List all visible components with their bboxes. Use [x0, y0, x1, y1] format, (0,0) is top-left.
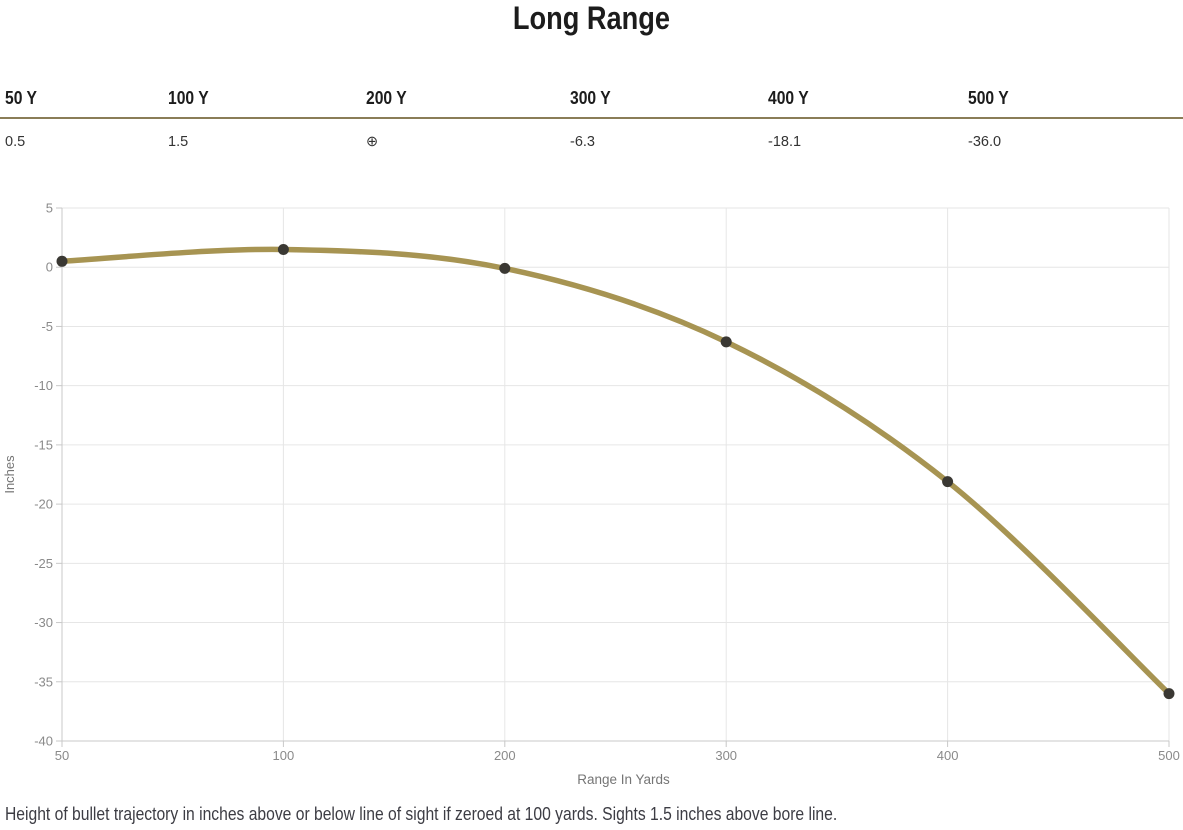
y-tick-label: -10 [34, 378, 53, 393]
x-axis-title: Range In Yards [577, 772, 670, 787]
trajectory-value: -18.1 [768, 134, 802, 151]
chart-footnote: Height of bullet trajectory in inches ab… [5, 804, 1183, 825]
data-point-marker[interactable] [720, 336, 732, 348]
page-title: Long Range [0, 0, 1183, 36]
y-tick-label: 5 [46, 201, 53, 216]
y-tick-label: -25 [34, 556, 53, 571]
trajectory-chart: 5 0 -5 -10 -15 -20 -25 -30 -35 -40 50 100 200 300 400 5… [0, 192, 1183, 792]
trajectory-value: 1.5 [168, 134, 189, 151]
data-point-marker[interactable] [277, 244, 289, 256]
y-tick-label: -5 [41, 319, 53, 334]
x-tick-label: 100 [273, 748, 295, 763]
trajectory-line [59, 246, 1172, 697]
x-tick-label: 50 [55, 748, 69, 763]
range-column-header: 200 Y [366, 88, 407, 109]
data-point-marker[interactable] [942, 476, 954, 488]
x-tick-label: 400 [937, 748, 959, 763]
x-tick-label: 500 [1158, 748, 1180, 763]
range-column-header: 50 Y [5, 88, 37, 109]
range-column-header: 100 Y [168, 88, 209, 109]
y-tick-label: -35 [34, 674, 53, 689]
x-tick-label: 300 [715, 748, 737, 763]
y-axis-title: Inches [2, 455, 17, 494]
data-point-marker[interactable] [56, 255, 68, 267]
y-tick-label: 0 [46, 260, 53, 275]
range-column-header: 400 Y [768, 88, 809, 109]
trajectory-value: -36.0 [968, 134, 1002, 151]
trajectory-value: 0.5 [5, 134, 26, 151]
data-point-marker[interactable] [499, 263, 511, 275]
trajectory-table-header-row: 50 Y 100 Y 200 Y 300 Y 400 Y 500 Y [0, 82, 1183, 120]
trajectory-table: 50 Y 100 Y 200 Y 300 Y 400 Y 500 Y 0.5 1… [0, 82, 1183, 161]
trajectory-value: -6.3 [570, 134, 595, 151]
page-title-text: Long Range [512, 0, 671, 36]
y-tick-label: -30 [34, 615, 53, 630]
x-tick-label: 200 [494, 748, 516, 763]
y-tick-label: -20 [34, 497, 53, 512]
range-column-header: 500 Y [968, 88, 1009, 109]
data-point-marker[interactable] [1163, 688, 1175, 700]
zero-sight-in-mark: ⊕ [366, 134, 379, 151]
range-column-header: 300 Y [570, 88, 611, 109]
trajectory-table-value-row: 0.5 1.5 ⊕ -6.3 -18.1 -36.0 [0, 119, 1183, 161]
chart-footnote-text: Height of bullet trajectory in inches ab… [5, 804, 838, 825]
y-tick-label: -15 [34, 438, 53, 453]
y-tick-label: -40 [34, 734, 53, 749]
